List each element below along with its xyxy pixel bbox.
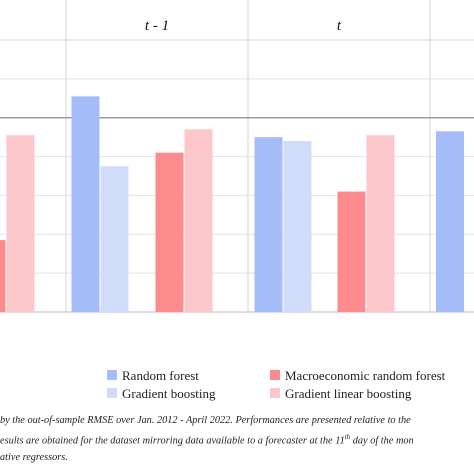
caption-line-3: ative regressors. (0, 452, 68, 464)
gridlines (0, 0, 474, 313)
bar-macroeconomic-random-forest (0, 240, 6, 312)
caption-line-1: by the out-of-sample RMSE over Jan. 2012… (0, 415, 411, 426)
legend-label: Macroeconomic random forest (285, 368, 446, 383)
panel-title: t (337, 18, 342, 34)
panel-title: t - 1 (145, 18, 169, 34)
bar-gradient-linear-boosting (6, 135, 35, 312)
caption-line-2-text: esults are obtained for the dataset mirr… (0, 435, 345, 447)
bar-gradient-boosting (100, 166, 129, 312)
legend: Random forest Macroeconomic random forest… (107, 368, 446, 401)
bar-chart: t - 1 t Random forest Macroeconomic random… (0, 0, 474, 401)
bar-macroeconomic-random-forest (155, 152, 184, 312)
bar-gradient-boosting (283, 141, 312, 312)
caption-line-2-tail: day of the mon (350, 435, 414, 447)
bar-random-forest (436, 131, 464, 312)
legend-label: Gradient linear boosting (285, 386, 412, 401)
figure-caption: by the out-of-sample RMSE over Jan. 2012… (0, 412, 474, 466)
caption-line-2-superscript: th (344, 433, 351, 441)
bar-gradient-linear-boosting (366, 135, 395, 312)
bar-random-forest (254, 137, 283, 312)
bar-gradient-linear-boosting (184, 129, 213, 312)
panel-titles: t - 1 t (145, 18, 342, 34)
legend-swatch (107, 370, 117, 380)
legend-swatch (107, 388, 117, 398)
bar-random-forest (71, 96, 100, 312)
bars (0, 96, 464, 312)
legend-swatch (270, 388, 280, 398)
caption-line-2: esults are obtained for the dataset mirr… (0, 429, 474, 449)
legend-label: Gradient boosting (122, 386, 216, 401)
legend-swatch (270, 370, 280, 380)
bar-macroeconomic-random-forest (337, 191, 366, 312)
legend-label: Random forest (122, 368, 199, 383)
